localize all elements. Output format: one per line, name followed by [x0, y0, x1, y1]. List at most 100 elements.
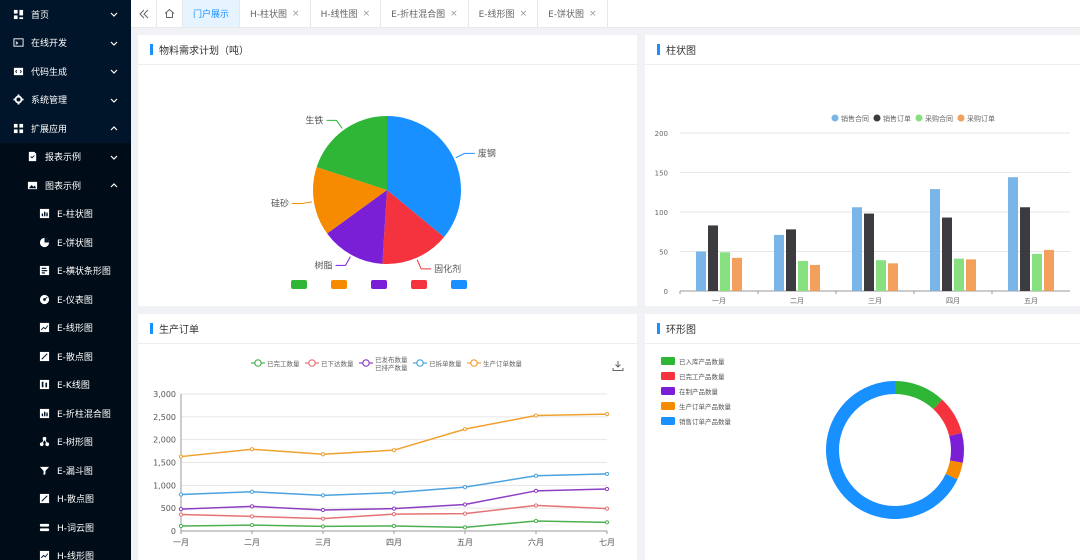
tab[interactable]: E-饼状图 × — [538, 0, 608, 27]
pie-legend-swatch[interactable] — [331, 280, 347, 289]
collapse-sidebar-button[interactable] — [131, 0, 157, 27]
sidebar-item[interactable]: 图表示例 — [0, 171, 131, 200]
bar-legend-label[interactable]: 采购订单 — [967, 114, 995, 123]
bar[interactable] — [966, 259, 976, 291]
sidebar-item[interactable]: 在线开发 — [0, 29, 131, 58]
pie-legend-swatch[interactable] — [371, 280, 387, 289]
bar-legend-marker[interactable] — [873, 114, 881, 122]
pie-slice[interactable] — [316, 116, 387, 190]
pie-legend-swatch[interactable] — [411, 280, 427, 289]
sidebar-item[interactable]: E-饼状图 — [0, 228, 131, 257]
tab-close-icon[interactable]: × — [450, 8, 458, 19]
bar[interactable] — [852, 207, 862, 291]
pie-legend-swatch[interactable] — [451, 280, 467, 289]
bar[interactable] — [732, 257, 742, 291]
tab-close-icon[interactable]: × — [589, 8, 597, 19]
bar-legend-label[interactable]: 销售订单 — [883, 114, 911, 123]
bar[interactable] — [1020, 207, 1030, 291]
sidebar-item[interactable]: H-词云图 — [0, 513, 131, 542]
bar[interactable] — [954, 258, 964, 291]
line-point[interactable] — [249, 514, 255, 519]
sidebar-item[interactable]: 首页 — [0, 0, 131, 29]
line-point[interactable] — [391, 512, 397, 517]
line-legend-marker[interactable] — [308, 359, 316, 367]
sidebar-item[interactable]: E-树形图 — [0, 427, 131, 456]
line-point[interactable] — [533, 518, 539, 524]
line-point[interactable] — [462, 427, 468, 432]
tab[interactable]: 门户展示 — [183, 0, 241, 27]
line-legend-label[interactable]: 已拆单数量 — [429, 359, 462, 368]
bar[interactable] — [786, 229, 796, 291]
sidebar-item[interactable]: E-线形图 — [0, 313, 131, 342]
pie-slice[interactable] — [382, 190, 445, 264]
bar[interactable] — [930, 189, 940, 291]
tab-close-icon[interactable]: × — [519, 8, 528, 19]
tab[interactable]: H-柱状图 × — [240, 0, 311, 27]
line-point[interactable] — [604, 411, 610, 417]
sidebar-item[interactable]: E-散点图 — [0, 342, 131, 371]
bar[interactable] — [810, 264, 820, 291]
line-point[interactable] — [604, 506, 610, 511]
line-legend-marker[interactable] — [470, 359, 478, 367]
bar-legend-marker[interactable] — [915, 114, 923, 122]
line-point[interactable] — [178, 492, 184, 497]
line-point[interactable] — [604, 471, 610, 477]
tab-close-icon[interactable]: × — [292, 8, 300, 19]
line-point[interactable] — [249, 504, 255, 509]
bar[interactable] — [876, 260, 886, 291]
pie-slice[interactable] — [313, 167, 387, 234]
bar-legend-marker[interactable] — [957, 114, 965, 122]
line-point[interactable] — [320, 452, 326, 457]
line-point[interactable] — [178, 523, 184, 529]
line-point[interactable] — [462, 511, 468, 516]
sidebar-item[interactable]: 报表示例 — [0, 142, 131, 171]
ring-legend-label[interactable]: 生产订单产品数量 — [679, 402, 732, 411]
ring-legend-label[interactable]: 已入库产品数量 — [679, 357, 725, 366]
ring-legend-swatch[interactable] — [661, 357, 675, 365]
line-point[interactable] — [462, 525, 468, 530]
sidebar-item[interactable]: E-K线图 — [0, 370, 131, 399]
tab[interactable]: H-线性图 × — [311, 0, 382, 27]
line-point[interactable] — [178, 454, 184, 459]
line-point[interactable] — [391, 448, 397, 453]
bar[interactable] — [696, 251, 706, 292]
ring-slice[interactable] — [949, 432, 964, 463]
bar[interactable] — [1008, 177, 1018, 291]
line-point[interactable] — [533, 413, 539, 418]
line-point[interactable] — [320, 507, 326, 513]
ring-legend-swatch[interactable] — [661, 402, 675, 410]
pie-slice[interactable] — [327, 190, 387, 264]
bar-legend-label[interactable]: 销售合同 — [841, 114, 869, 123]
bar[interactable] — [888, 263, 898, 291]
ring-slice[interactable] — [945, 460, 963, 480]
pie-legend-swatch[interactable] — [291, 280, 307, 289]
sidebar-item[interactable]: H-散点图 — [0, 484, 131, 513]
line-legend-label[interactable]: 已下达数量 — [321, 359, 354, 368]
bar[interactable] — [864, 213, 874, 291]
sidebar-item[interactable]: E-漏斗图 — [0, 456, 131, 485]
bar-legend-label[interactable]: 采购合同 — [925, 114, 953, 123]
line-legend-label[interactable]: 已排产数量 — [375, 363, 408, 372]
bar[interactable] — [708, 225, 718, 291]
bar[interactable] — [774, 234, 784, 291]
ring-legend-swatch[interactable] — [661, 372, 675, 380]
line-point[interactable] — [178, 512, 184, 517]
sidebar-item[interactable]: 扩展应用 — [0, 114, 131, 143]
ring-legend-label[interactable]: 销售订单产品数量 — [679, 417, 732, 426]
bar[interactable] — [1032, 253, 1042, 291]
line-point[interactable] — [462, 485, 468, 490]
line-point[interactable] — [249, 447, 255, 452]
tab-close-icon[interactable]: × — [362, 8, 371, 19]
line-point[interactable] — [391, 523, 397, 529]
sidebar-item[interactable]: E-仪表图 — [0, 285, 131, 314]
line-legend-label[interactable]: 已发布数量 — [375, 355, 408, 364]
bar[interactable] — [942, 217, 952, 291]
bar[interactable] — [720, 252, 730, 291]
line-point[interactable] — [391, 490, 397, 495]
bar[interactable] — [1044, 249, 1054, 291]
sidebar-item[interactable]: E-折柱混合图 — [0, 399, 131, 428]
line-point[interactable] — [178, 506, 184, 512]
line-point[interactable] — [533, 503, 539, 508]
ring-slice[interactable] — [895, 381, 943, 410]
line-point[interactable] — [320, 493, 326, 498]
